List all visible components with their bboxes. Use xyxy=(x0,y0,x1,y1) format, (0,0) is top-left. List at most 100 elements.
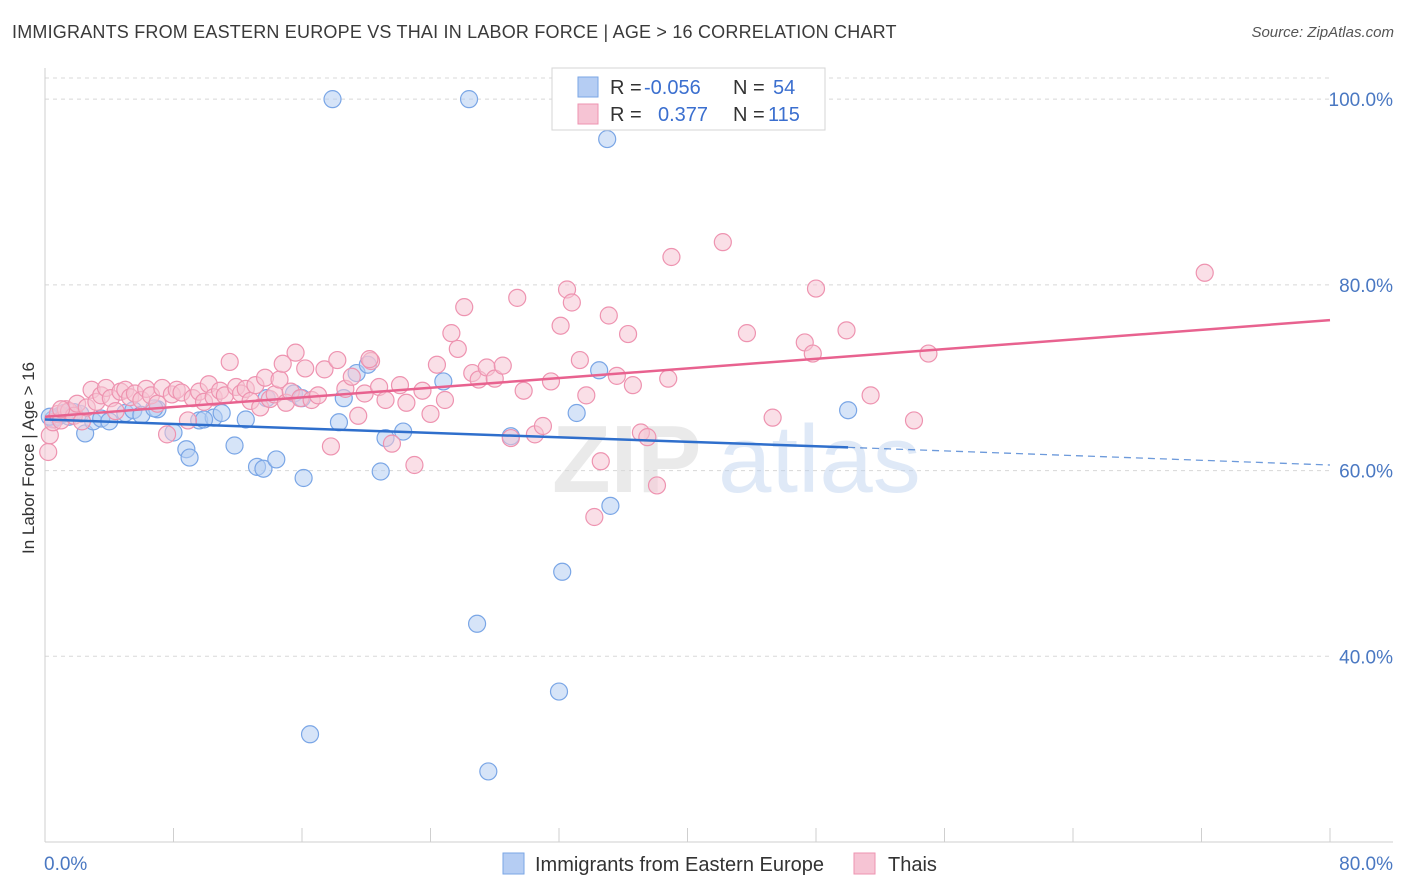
legend-swatch-pink xyxy=(577,103,599,125)
scatter-point-thai xyxy=(328,350,347,370)
scatter-point-thai xyxy=(638,428,657,447)
scatter-point-thai xyxy=(659,369,678,388)
scatter-point-eastern-europe xyxy=(329,413,349,432)
scatter-point-thai xyxy=(662,247,681,267)
scatter-point-thai xyxy=(421,404,440,424)
scatter-point-thai xyxy=(591,452,610,471)
scatter-point-eastern-europe xyxy=(459,90,479,109)
scatter-point-thai xyxy=(514,381,533,400)
scatter-point-eastern-europe xyxy=(553,562,572,581)
scatter-point-thai xyxy=(349,406,368,425)
scatter-point-eastern-europe xyxy=(300,725,320,744)
trend-line-eastern-europe-extrapolated xyxy=(848,446,1331,466)
scatter-point-thai xyxy=(315,360,334,379)
scatter-point-thai xyxy=(1195,263,1214,282)
scatter-point-thai xyxy=(861,386,880,405)
y-tick-label: 40.0% xyxy=(1339,647,1393,668)
x-tick-label-min: 0.0% xyxy=(44,854,87,875)
scatter-point-thai xyxy=(442,324,461,343)
scatter-point-thai xyxy=(508,288,527,307)
scatter-point-thai xyxy=(455,298,474,317)
y-tick-label: 100.0% xyxy=(1329,90,1394,111)
y-axis-label: In Labor Force | Age > 16 xyxy=(19,362,38,554)
scatter-point-thai xyxy=(286,343,305,362)
scatter-point-thai xyxy=(763,408,782,427)
scatter-point-thai xyxy=(541,372,561,391)
scatter-point-thai xyxy=(533,416,553,436)
scatter-point-eastern-europe xyxy=(180,448,199,467)
scatter-point-thai xyxy=(413,381,432,400)
scatter-point-thai xyxy=(623,376,642,395)
series-legend: Immigrants from Eastern Europe Thais xyxy=(502,852,937,876)
scatter-point-eastern-europe xyxy=(567,403,586,423)
legend-n-value-2: 115 xyxy=(768,104,800,126)
scatter-point-thai xyxy=(501,428,520,448)
legend-n-label-2: N = xyxy=(733,104,765,126)
scatter-point-thai xyxy=(599,306,618,325)
scatter-point-thai xyxy=(448,339,467,359)
scatter-point-thai xyxy=(382,434,402,453)
scatter-point-eastern-europe xyxy=(236,410,255,429)
scatter-point-thai xyxy=(157,425,177,444)
scatter-point-thai xyxy=(360,350,379,369)
gridlines xyxy=(45,77,1330,657)
series-legend-swatch-pink xyxy=(853,852,876,875)
scatter-point-thai xyxy=(551,316,570,335)
scatter-point-eastern-europe xyxy=(212,403,231,423)
scatter-point-thai xyxy=(607,366,626,385)
scatter-point-eastern-europe xyxy=(294,468,313,488)
legend-r-value-2: 0.377 xyxy=(658,104,708,126)
scatter-point-thai xyxy=(562,293,581,312)
scatter-point-thai xyxy=(427,355,447,374)
scatter-point-thai xyxy=(919,344,938,363)
scatter-point-eastern-europe xyxy=(323,90,342,109)
watermark-atlas: atlas xyxy=(718,406,921,513)
legend-r-label-2: R = xyxy=(610,104,642,126)
scatter-point-eastern-europe xyxy=(549,682,569,701)
trend-lines xyxy=(44,318,1331,466)
series-legend-swatch-blue xyxy=(502,852,525,875)
watermark-zip: ZIP xyxy=(552,406,701,513)
scatter-point-thai xyxy=(39,442,58,462)
series-legend-label-pink: Thais xyxy=(888,854,937,876)
scatter-point-thai xyxy=(321,437,341,456)
scatter-point-thai xyxy=(220,352,239,372)
chart-title: IMMIGRANTS FROM EASTERN EUROPE VS THAI I… xyxy=(12,22,897,42)
trend-line-eastern-europe xyxy=(44,418,849,449)
scatter-point-thai xyxy=(435,390,455,410)
scatter-point-eastern-europe xyxy=(479,762,498,781)
legend-n-value-1: 54 xyxy=(773,77,795,99)
legend-swatch-blue xyxy=(577,76,599,98)
y-tick-label: 60.0% xyxy=(1339,462,1393,483)
scatter-point-thai xyxy=(577,386,596,405)
scatter-point-eastern-europe xyxy=(267,450,286,469)
scatter-point-thai xyxy=(178,411,198,430)
scatter-point-thai xyxy=(273,354,292,373)
scatter-point-eastern-europe xyxy=(839,401,858,420)
source-credit: Source: ZipAtlas.com xyxy=(1251,24,1394,41)
tick-labels: 40.0% 60.0% 80.0% 100.0% 0.0% 80.0% xyxy=(44,90,1393,875)
scatter-point-eastern-europe xyxy=(371,462,390,481)
legend-n-label-1: N = xyxy=(733,77,765,99)
scatter-point-thai xyxy=(647,476,667,495)
scatter-point-eastern-europe xyxy=(225,436,244,455)
trend-line-thai xyxy=(44,318,1331,418)
scatter-point-thai xyxy=(376,390,395,410)
legend-r-value-1: -0.056 xyxy=(644,77,701,99)
scatter-point-thai xyxy=(713,233,732,252)
stats-legend: R = -0.056 N = 54 R = 0.377 N = 115 xyxy=(551,67,826,131)
scatter-point-thai xyxy=(837,321,856,340)
scatter-point-eastern-europe xyxy=(601,496,620,515)
scatter-point-thai xyxy=(493,356,512,375)
scatter-point-thai xyxy=(342,367,361,386)
scatter-point-thai xyxy=(585,507,604,527)
scatter-point-thai xyxy=(296,359,315,378)
scatter-point-eastern-europe xyxy=(467,614,487,633)
scatter-point-thai xyxy=(904,411,924,430)
scatter-point-eastern-europe xyxy=(254,459,273,478)
legend-r-label-1: R = xyxy=(610,77,642,99)
scatter-point-thai xyxy=(397,393,416,412)
scatter-point-thai xyxy=(737,324,757,343)
x-tick-label-max: 80.0% xyxy=(1339,854,1393,875)
